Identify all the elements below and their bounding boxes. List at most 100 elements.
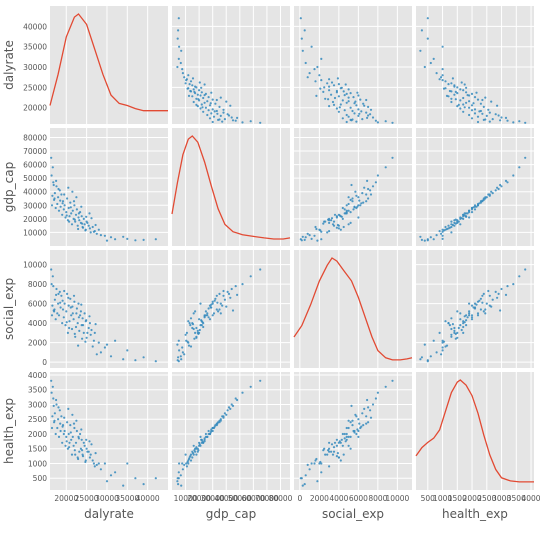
scatter-point (199, 302, 202, 305)
scatter-point (361, 192, 364, 195)
scatter-point (176, 477, 179, 480)
scatter-point (193, 90, 196, 93)
scatter-point (154, 360, 157, 363)
scatter-point (447, 83, 450, 86)
scatter-point (357, 94, 360, 97)
scatter-point (65, 435, 68, 438)
scatter-point (80, 428, 83, 431)
scatter-point (198, 443, 201, 446)
scatter-point (460, 217, 463, 220)
kde-line-social_exp (293, 257, 413, 361)
scatter-point (432, 238, 435, 241)
scatter-point (440, 353, 443, 356)
scatter-point (82, 217, 85, 220)
scatter-point (219, 419, 222, 422)
scatter-point (97, 341, 100, 344)
scatter-point (344, 440, 347, 443)
scatter-point (335, 107, 338, 110)
scatter-point (77, 316, 80, 319)
scatter-point (219, 312, 222, 315)
scatter-point (490, 190, 493, 193)
scatter-point (79, 310, 82, 313)
x-tick-label-health_exp: 1500 (448, 494, 467, 503)
panel-background (172, 372, 290, 490)
scatter-point (349, 106, 352, 109)
scatter-point (59, 306, 62, 309)
scatter-point (176, 37, 179, 40)
scatter-point (231, 119, 235, 122)
scatter-point (177, 471, 180, 474)
y-tick-label-health_exp: 3000 (28, 400, 47, 409)
scatter-point (488, 294, 491, 297)
scatter-point (419, 49, 422, 52)
scatter-point (200, 86, 203, 89)
scatter-point (337, 110, 340, 113)
scatter-point (485, 114, 488, 117)
scatter-point (374, 119, 377, 122)
scatter-point (211, 120, 214, 124)
scatter-point (208, 318, 212, 321)
scatter-point (109, 474, 113, 477)
scatter-point (70, 453, 74, 456)
scatter-point (330, 81, 334, 84)
scatter-point (450, 220, 453, 223)
scatter-point (195, 97, 198, 100)
scatter-point (429, 236, 432, 239)
scatter-point (466, 316, 469, 319)
scatter-point (69, 424, 72, 427)
scatter-point (506, 285, 509, 288)
scatter-point (453, 326, 456, 330)
scatter-point (71, 435, 74, 438)
scatter-point (197, 332, 200, 335)
scatter-point (71, 413, 74, 416)
x-tick-label-dalyrate: 40000 (136, 494, 160, 503)
scatter-point (332, 84, 336, 87)
scatter-point (488, 120, 491, 123)
x-tick-label-health_exp: 3500 (507, 494, 526, 503)
y-tick-label-health_exp: 2500 (28, 415, 47, 424)
scatter-point (318, 74, 321, 77)
scatter-point (81, 222, 84, 225)
scatter-point (88, 456, 91, 459)
x-tick-label-dalyrate: 20000 (54, 494, 78, 503)
scatter-point (468, 216, 471, 219)
scatter-point (326, 231, 329, 234)
scatter-point (500, 287, 503, 291)
scatter-point (438, 78, 441, 81)
scatter-point (490, 305, 493, 308)
scatter-point (459, 324, 462, 327)
scatter-point (134, 239, 137, 242)
scatter-point (178, 45, 181, 48)
scatter-point (460, 328, 463, 332)
scatter-point (347, 209, 350, 212)
scatter-point (468, 310, 471, 313)
panel-background (50, 250, 168, 368)
scatter-point (463, 83, 466, 86)
scatter-point (211, 300, 214, 303)
scatter-point (347, 419, 350, 422)
scatter-point (56, 426, 59, 430)
scatter-point (371, 185, 375, 188)
scatter-point (357, 114, 360, 117)
scatter-point (62, 208, 65, 211)
scatter-point (481, 98, 484, 102)
scatter-point (300, 37, 303, 40)
scatter-point (512, 283, 515, 286)
scatter-point (191, 77, 195, 80)
scatter-point (192, 312, 195, 315)
scatter-point (347, 88, 350, 91)
scatter-point (349, 198, 352, 201)
panel-social_exp-vs-social_exp (293, 250, 413, 368)
scatter-point (470, 316, 474, 319)
scatter-point (374, 397, 377, 400)
scatter-point (349, 221, 352, 224)
scatter-point (357, 196, 360, 199)
y-tick-label-gdp_cap: 30000 (23, 201, 47, 210)
scatter-point (459, 99, 462, 102)
scatter-point (75, 419, 78, 422)
scatter-point (198, 318, 201, 321)
scatter-point (194, 310, 197, 313)
scatter-point (365, 422, 368, 425)
scatter-point (61, 308, 65, 311)
scatter-point (450, 82, 453, 85)
